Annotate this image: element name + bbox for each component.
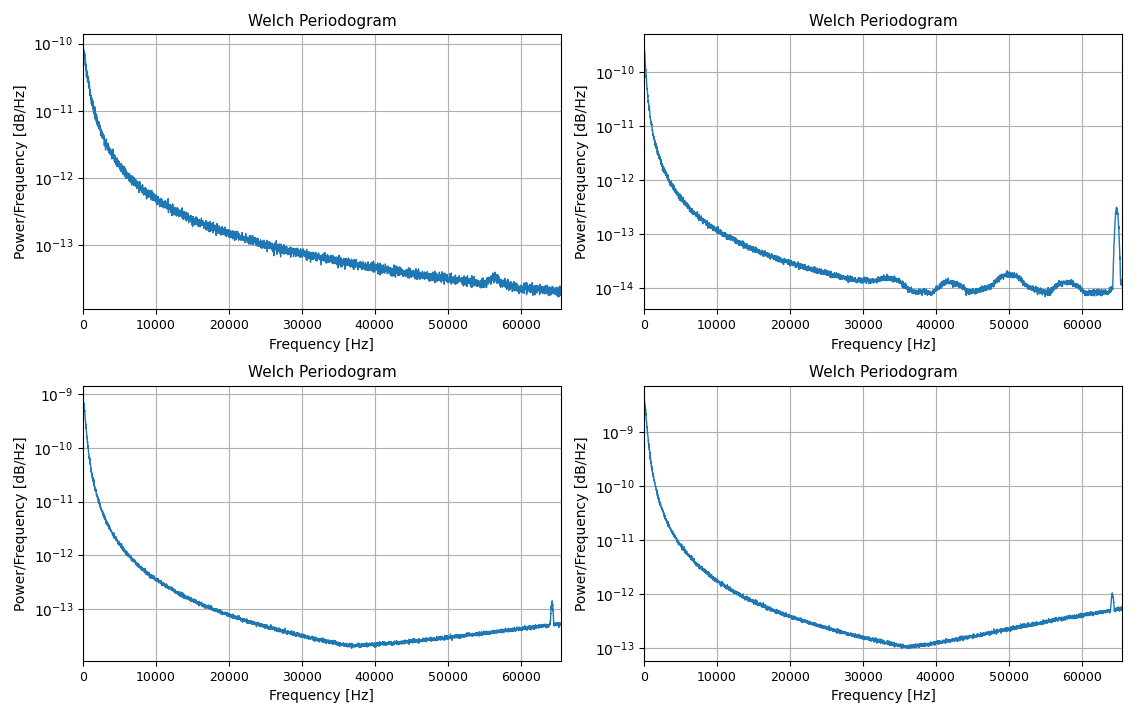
Y-axis label: Power/Frequency [dB/Hz]: Power/Frequency [dB/Hz]	[14, 436, 28, 611]
Title: Welch Periodogram: Welch Periodogram	[809, 14, 958, 29]
Title: Welch Periodogram: Welch Periodogram	[248, 14, 396, 29]
Title: Welch Periodogram: Welch Periodogram	[809, 366, 958, 381]
X-axis label: Frequency [Hz]: Frequency [Hz]	[830, 689, 935, 703]
X-axis label: Frequency [Hz]: Frequency [Hz]	[269, 338, 375, 351]
X-axis label: Frequency [Hz]: Frequency [Hz]	[269, 689, 375, 703]
Y-axis label: Power/Frequency [dB/Hz]: Power/Frequency [dB/Hz]	[14, 85, 28, 259]
Title: Welch Periodogram: Welch Periodogram	[248, 366, 396, 381]
Y-axis label: Power/Frequency [dB/Hz]: Power/Frequency [dB/Hz]	[575, 436, 588, 611]
Y-axis label: Power/Frequency [dB/Hz]: Power/Frequency [dB/Hz]	[575, 85, 588, 259]
X-axis label: Frequency [Hz]: Frequency [Hz]	[830, 338, 935, 351]
